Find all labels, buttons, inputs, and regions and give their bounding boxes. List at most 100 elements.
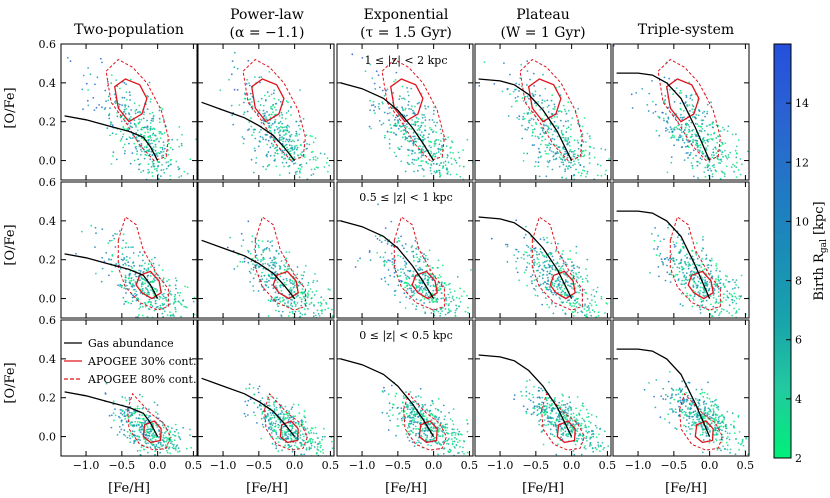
scatter-point <box>393 290 396 292</box>
scatter-point <box>564 281 567 284</box>
scatter-point <box>171 446 174 449</box>
scatter-point <box>590 293 593 296</box>
y-tick-label: 0.2 <box>39 116 57 129</box>
scatter-point <box>544 286 547 288</box>
scatter-point <box>541 129 544 132</box>
scatter-point <box>533 128 536 131</box>
scatter-point <box>596 286 599 289</box>
scatter-point <box>154 273 157 276</box>
scatter-point <box>415 298 418 301</box>
scatter-point <box>244 98 247 100</box>
scatter-point <box>262 138 265 141</box>
scatter-point <box>174 447 177 450</box>
scatter-point <box>129 137 132 140</box>
scatter-point <box>291 299 294 301</box>
scatter-point <box>692 140 694 142</box>
scatter-point <box>138 145 141 148</box>
scatter-point <box>541 139 543 142</box>
scatter-point <box>155 326 157 328</box>
scatter-point <box>552 312 555 315</box>
scatter-point <box>454 311 457 314</box>
scatter-point <box>686 292 688 295</box>
scatter-point <box>670 128 673 131</box>
apogee-80-contour <box>127 392 172 451</box>
scatter-point <box>427 162 429 165</box>
scatter-point <box>676 127 679 130</box>
scatter-point <box>526 70 529 72</box>
scatter-point <box>279 297 281 299</box>
scatter-point <box>433 145 436 147</box>
scatter-point <box>424 312 427 314</box>
scatter-point <box>577 159 580 161</box>
scatter-point <box>123 108 126 111</box>
scatter-point <box>414 137 417 140</box>
panel-frame <box>336 181 474 319</box>
scatter-point <box>270 261 272 264</box>
scatter-point <box>710 101 712 104</box>
scatter-point <box>158 132 161 135</box>
scatter-point <box>675 87 678 89</box>
scatter-point <box>522 115 525 118</box>
scatter-point <box>141 314 144 317</box>
scatter-point <box>141 407 144 410</box>
scatter-point <box>294 171 297 174</box>
scatter-point <box>708 124 711 126</box>
scatter-point <box>136 150 139 153</box>
scatter-point <box>139 431 142 433</box>
scatter-point <box>252 258 254 260</box>
scatter-point <box>406 137 408 140</box>
scatter-point <box>267 263 269 265</box>
scatter-point <box>351 53 354 56</box>
scatter-point <box>424 150 427 153</box>
scatter-point <box>539 238 542 241</box>
scatter-point <box>149 419 152 422</box>
scatter-point <box>183 170 186 173</box>
scatter-point <box>156 161 159 163</box>
scatter-point <box>310 297 313 300</box>
scatter-point <box>682 267 685 270</box>
scatter-point <box>412 270 415 273</box>
scatter-point <box>257 244 260 247</box>
scatter-point <box>174 277 177 279</box>
scatter-point <box>705 125 708 127</box>
scatter-point <box>307 290 310 293</box>
scatter-point <box>398 98 401 101</box>
scatter-point <box>552 293 555 296</box>
scatter-point <box>440 153 442 155</box>
scatter-point <box>531 280 533 282</box>
scatter-point <box>265 138 267 141</box>
scatter-point <box>657 234 660 237</box>
scatter-point <box>312 158 315 161</box>
scatter-point <box>146 119 149 122</box>
scatter-point <box>309 326 311 328</box>
scatter-point <box>155 445 158 448</box>
scatter-point <box>136 420 139 423</box>
scatter-point <box>377 74 380 76</box>
scatter-point <box>153 294 156 297</box>
scatter-point <box>411 245 413 247</box>
scatter-point <box>154 302 157 305</box>
scatter-point <box>723 128 726 131</box>
scatter-point <box>686 122 689 125</box>
scatter-point <box>735 156 738 159</box>
scatter-point <box>722 308 725 311</box>
scatter-point <box>159 146 162 149</box>
scatter-point <box>273 405 276 407</box>
scatter-point <box>543 124 545 127</box>
scatter-point <box>534 121 537 124</box>
scatter-point <box>164 432 166 434</box>
scatter-point <box>455 296 458 299</box>
scatter-point <box>250 268 253 270</box>
scatter-point <box>121 284 123 287</box>
scatter-point <box>448 309 451 312</box>
scatter-point <box>440 297 443 300</box>
apogee-30-contour <box>113 78 148 123</box>
scatter-point <box>316 189 318 191</box>
apogee-30-contour <box>389 78 424 123</box>
scatter-point <box>583 117 586 119</box>
scatter-point <box>298 170 301 173</box>
scatter-point <box>685 94 688 97</box>
scatter-point <box>316 280 319 282</box>
scatter-point <box>295 173 297 176</box>
scatter-point <box>145 288 148 290</box>
